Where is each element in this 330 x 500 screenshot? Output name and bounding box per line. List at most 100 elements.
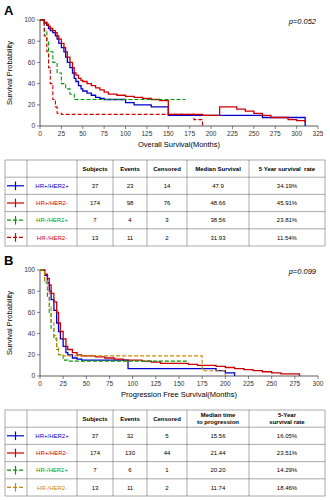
x-tick	[189, 126, 190, 129]
y-tick	[37, 62, 40, 63]
panel: A025507510012515017520022525027530032502…	[4, 3, 325, 246]
legend-symbol-tick	[15, 216, 16, 225]
x-tick-label: 175	[197, 380, 208, 387]
table-header: Median timeto progression	[197, 412, 239, 425]
x-tick	[225, 376, 226, 379]
table-rule	[27, 160, 28, 246]
y-tick	[37, 354, 40, 355]
table-cell: 15.56	[210, 433, 226, 439]
table-rule	[325, 160, 326, 246]
table-header-line: survival rate	[269, 419, 305, 425]
x-tick	[155, 376, 156, 379]
legend-symbol-tick	[15, 233, 16, 242]
legend-label: HR-/HER2+	[36, 467, 68, 473]
x-tick-label: 225	[243, 380, 254, 387]
figure: A025507510012515017520022525027530032502…	[0, 0, 330, 500]
y-tick-label: 0	[31, 372, 35, 379]
table-cell: 5	[165, 433, 169, 439]
y-tick	[37, 376, 40, 377]
y-tick-label: 60	[28, 309, 36, 316]
plot-area	[40, 270, 299, 376]
x-tick	[109, 376, 110, 379]
table-header-line: 5-Year	[278, 412, 297, 418]
y-tick-label: 40	[28, 330, 36, 337]
table: SubjectsEventsCensoredMedian timeto prog…	[5, 410, 325, 496]
plot-area	[40, 20, 305, 126]
x-tick	[253, 126, 254, 129]
table-cell: 45.91%	[277, 200, 298, 206]
x-tick	[202, 376, 203, 379]
x-tick	[61, 126, 62, 129]
survival-curve	[40, 270, 299, 376]
table-cell: 76	[164, 200, 171, 206]
table-header-line: 5 Year survival rate	[259, 166, 316, 172]
table-header: Events	[120, 416, 140, 422]
x-tick-label: 300	[313, 380, 324, 387]
table-header-line: to progression	[197, 419, 239, 425]
y-tick	[37, 333, 40, 334]
x-tick	[86, 376, 87, 379]
x-tick-label: 50	[83, 380, 91, 387]
table-header: Events	[120, 166, 140, 172]
x-tick-label: 75	[101, 130, 109, 137]
legend-symbol-tick	[15, 483, 16, 492]
survival-curve	[40, 20, 305, 123]
table-cell: 18.46%	[277, 485, 298, 491]
legend-label: HR+/HER2+	[35, 183, 69, 189]
legend-symbol-tick	[15, 449, 16, 458]
table-header-line: Median Survival	[195, 166, 241, 172]
table-cell: 37	[92, 183, 99, 189]
table-header: 5 Year survival rate	[259, 166, 316, 172]
x-tick-label: 125	[150, 380, 161, 387]
y-tick-label: 20	[28, 351, 36, 358]
table-cell: 31.93	[210, 235, 226, 241]
table-cell: 174	[90, 450, 101, 456]
x-tick-label: 100	[127, 380, 138, 387]
x-tick	[271, 376, 272, 379]
table-header-line: Subjects	[82, 166, 108, 172]
x-tick	[318, 376, 319, 379]
legend-symbol-tick	[15, 432, 16, 441]
table-cell: 130	[125, 450, 136, 456]
table-header-line: Subjects	[82, 416, 108, 422]
table-cell: 11	[127, 235, 134, 241]
table-cell: 3	[165, 217, 169, 223]
x-tick	[179, 376, 180, 379]
table-rule	[5, 160, 6, 246]
table-rule	[5, 444, 325, 445]
table-cell: 23.51%	[277, 450, 298, 456]
table: SubjectsEventsCensoredMedian Survival5 Y…	[5, 160, 325, 246]
table-rule	[5, 478, 325, 479]
y-tick	[37, 83, 40, 84]
y-tick-label: 40	[28, 80, 36, 87]
panel-label: B	[4, 253, 13, 268]
y-tick	[37, 41, 40, 42]
y-tick	[37, 126, 40, 127]
table-rule	[113, 410, 114, 496]
table-cell: 13	[92, 235, 99, 241]
table-rule	[27, 410, 28, 496]
y-tick-label: 80	[28, 38, 36, 45]
legend-symbol-tick	[15, 466, 16, 475]
x-tick-label: 175	[184, 130, 195, 137]
table-cell: 174	[90, 200, 101, 206]
x-tick-label: 225	[227, 130, 238, 137]
x-tick	[318, 126, 319, 129]
y-tick	[37, 270, 40, 271]
table-rule	[325, 410, 326, 496]
table-rule	[5, 461, 325, 462]
x-tick-label: 275	[289, 380, 300, 387]
table-cell: 11.74	[211, 485, 226, 491]
x-tick	[125, 126, 126, 129]
x-tick-label: 0	[38, 380, 42, 387]
table-rule	[249, 160, 250, 246]
y-axis-label: Survival Probability	[5, 41, 14, 105]
annotation: p=0.052	[288, 17, 317, 26]
y-tick	[37, 20, 40, 21]
table-rule	[187, 410, 188, 496]
x-tick-label: 150	[174, 380, 185, 387]
legend-label: HR-/HER2+	[36, 217, 68, 223]
survival-curve	[40, 20, 203, 126]
table-cell: 98	[127, 200, 134, 206]
table-rule	[5, 410, 6, 496]
